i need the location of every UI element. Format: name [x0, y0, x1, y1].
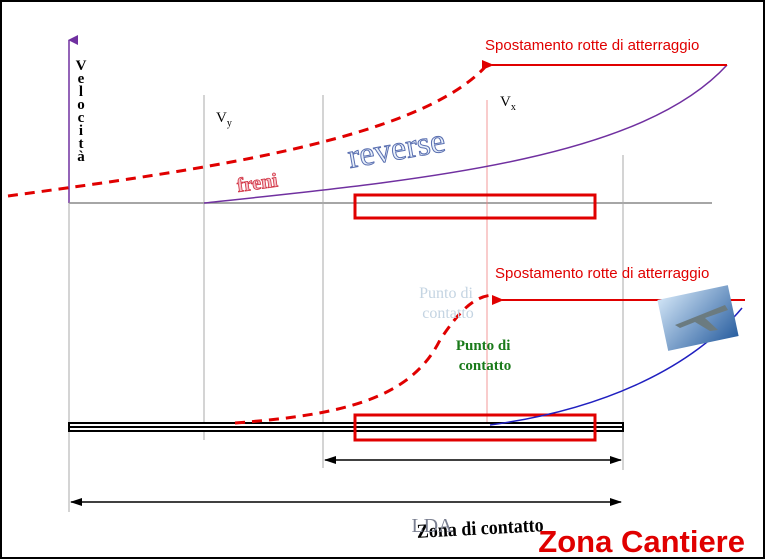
vy-sub: y: [227, 118, 232, 129]
diagram: Velocità Vy Vx Spostamento rotte di atte…: [0, 0, 765, 559]
lda-label: LDA: [411, 515, 453, 537]
speed-axis-label: Velocità: [73, 58, 89, 162]
touchdown-line: Punto di: [456, 338, 511, 354]
vy-main: V: [216, 110, 227, 126]
site-label: Zona Cantiere: [538, 524, 745, 559]
vx-sub: x: [511, 102, 516, 113]
shift-label: Spostamento rotte di atterraggio: [485, 37, 699, 54]
touchdown-faded-line: contatto: [422, 305, 474, 322]
vx-main: V: [500, 94, 511, 110]
touchdown-line: contatto: [459, 358, 512, 374]
touchdown-faded-line: Punto di: [419, 285, 473, 302]
shift-label: Spostamento rotte di atterraggio: [495, 265, 709, 282]
